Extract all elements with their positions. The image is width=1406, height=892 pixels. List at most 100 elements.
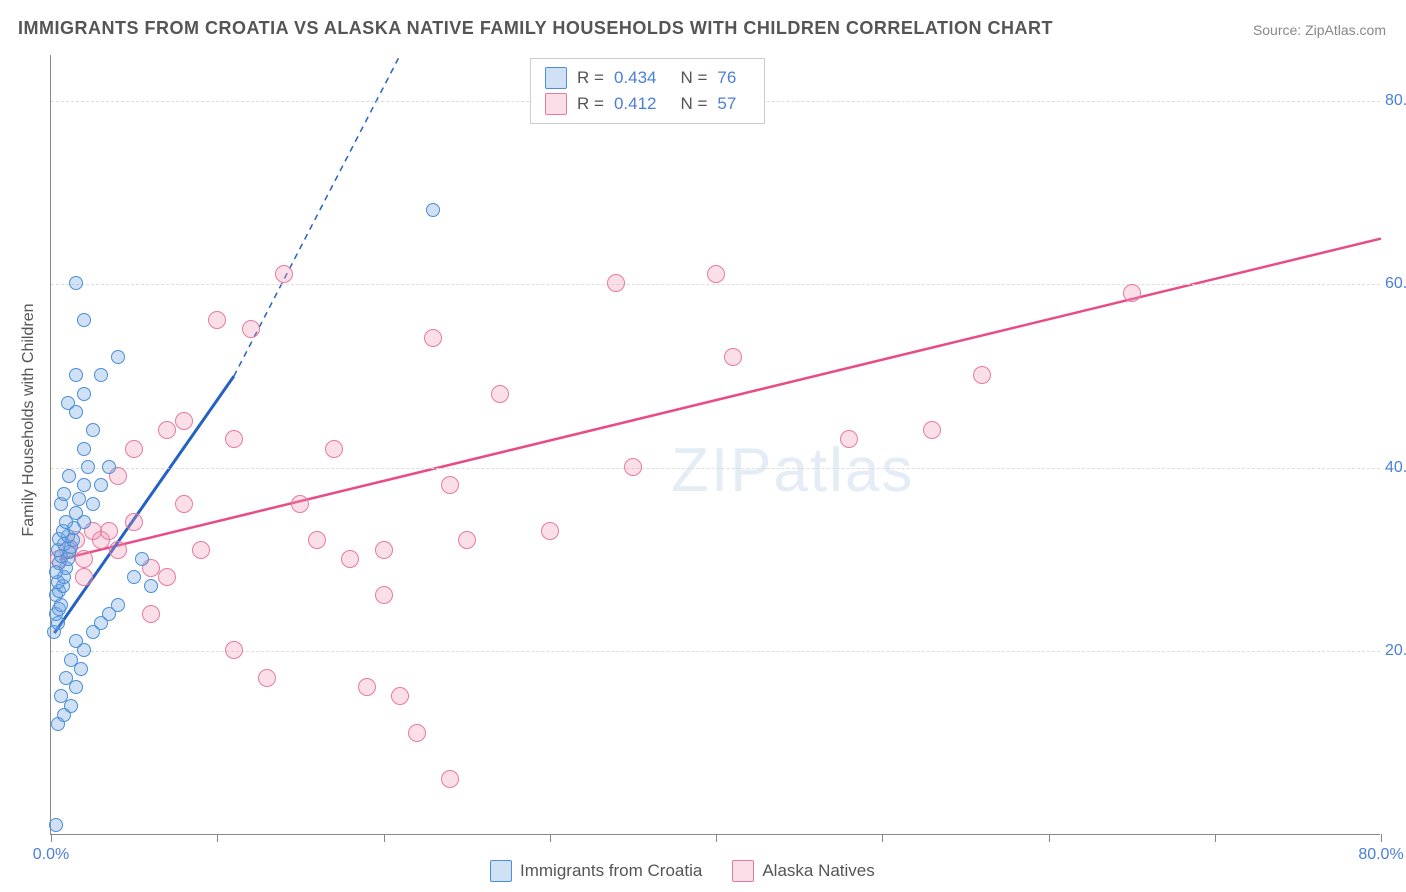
point-alaska [158, 568, 176, 586]
point-alaska [840, 430, 858, 448]
point-alaska [242, 320, 260, 338]
point-alaska [441, 770, 459, 788]
n-label: N = [680, 68, 707, 88]
trend-line [59, 239, 1381, 560]
point-croatia [94, 368, 108, 382]
bottom-legend: Immigrants from Croatia Alaska Natives [490, 860, 875, 882]
legend-item-alaska: Alaska Natives [732, 860, 874, 882]
point-alaska [109, 541, 127, 559]
point-croatia [64, 653, 78, 667]
point-croatia [62, 469, 76, 483]
point-alaska [541, 522, 559, 540]
point-alaska [275, 265, 293, 283]
y-axis-label: Family Households with Children [20, 304, 38, 537]
point-alaska [424, 329, 442, 347]
point-alaska [225, 641, 243, 659]
point-alaska [923, 421, 941, 439]
source-label: Source: ZipAtlas.com [1253, 22, 1386, 38]
legend-item-croatia: Immigrants from Croatia [490, 860, 702, 882]
y-tick-label: 20.0% [1385, 642, 1406, 660]
x-tick [1215, 834, 1216, 842]
x-tick-label: 80.0% [1358, 846, 1403, 864]
swatch-croatia [545, 67, 567, 89]
point-alaska [973, 366, 991, 384]
point-alaska [142, 605, 160, 623]
point-croatia [77, 515, 91, 529]
n-value-croatia: 76 [717, 68, 736, 88]
point-croatia [111, 350, 125, 364]
point-alaska [291, 495, 309, 513]
point-croatia [144, 579, 158, 593]
point-croatia [94, 478, 108, 492]
point-alaska [208, 311, 226, 329]
x-tick [1049, 834, 1050, 842]
y-tick-label: 60.0% [1385, 275, 1406, 293]
point-croatia [77, 313, 91, 327]
x-tick [1381, 834, 1382, 842]
point-alaska [125, 513, 143, 531]
point-alaska [192, 541, 210, 559]
gridline [51, 468, 1380, 469]
point-alaska [358, 678, 376, 696]
point-alaska [1123, 284, 1141, 302]
x-tick [882, 834, 883, 842]
r-value-croatia: 0.434 [614, 68, 657, 88]
point-alaska [175, 412, 193, 430]
chart-container: IMMIGRANTS FROM CROATIA VS ALASKA NATIVE… [0, 0, 1406, 892]
point-alaska [408, 724, 426, 742]
point-alaska [375, 541, 393, 559]
point-alaska [491, 385, 509, 403]
point-alaska [458, 531, 476, 549]
x-tick-label: 0.0% [33, 846, 69, 864]
point-alaska [624, 458, 642, 476]
point-croatia [426, 203, 440, 217]
point-croatia [111, 598, 125, 612]
x-tick [716, 834, 717, 842]
stats-legend: R = 0.434 N = 76 R = 0.412 N = 57 [530, 58, 765, 124]
point-alaska [391, 687, 409, 705]
point-croatia [86, 423, 100, 437]
point-alaska [375, 586, 393, 604]
x-tick [51, 834, 52, 842]
point-croatia [49, 818, 63, 832]
point-alaska [341, 550, 359, 568]
point-alaska [175, 495, 193, 513]
swatch-alaska-bottom [732, 860, 754, 882]
point-croatia [135, 552, 149, 566]
point-alaska [158, 421, 176, 439]
point-alaska [325, 440, 343, 458]
x-tick [384, 834, 385, 842]
r-label: R = [577, 68, 604, 88]
point-croatia [77, 478, 91, 492]
trend-lines-svg [51, 55, 1380, 834]
gridline [51, 651, 1380, 652]
y-tick-label: 80.0% [1385, 92, 1406, 110]
swatch-alaska [545, 93, 567, 115]
chart-title: IMMIGRANTS FROM CROATIA VS ALASKA NATIVE… [18, 18, 1053, 39]
r-value-alaska: 0.412 [614, 94, 657, 114]
legend-label-alaska: Alaska Natives [762, 861, 874, 881]
point-alaska [707, 265, 725, 283]
point-croatia [69, 634, 83, 648]
point-alaska [225, 430, 243, 448]
point-croatia [77, 387, 91, 401]
point-croatia [59, 671, 73, 685]
stats-row-alaska: R = 0.412 N = 57 [545, 91, 750, 117]
point-alaska [607, 274, 625, 292]
point-croatia [72, 492, 86, 506]
point-alaska [724, 348, 742, 366]
point-croatia [77, 442, 91, 456]
x-tick [217, 834, 218, 842]
plot-area: ZIPatlas 20.0%40.0%60.0%80.0%0.0%80.0% [50, 55, 1380, 835]
point-alaska [75, 550, 93, 568]
point-alaska [258, 669, 276, 687]
point-croatia [102, 460, 116, 474]
y-tick-label: 40.0% [1385, 459, 1406, 477]
swatch-croatia-bottom [490, 860, 512, 882]
point-croatia [57, 487, 71, 501]
n-value-alaska: 57 [717, 94, 736, 114]
point-alaska [308, 531, 326, 549]
point-croatia [81, 460, 95, 474]
gridline [51, 284, 1380, 285]
stats-row-croatia: R = 0.434 N = 76 [545, 65, 750, 91]
